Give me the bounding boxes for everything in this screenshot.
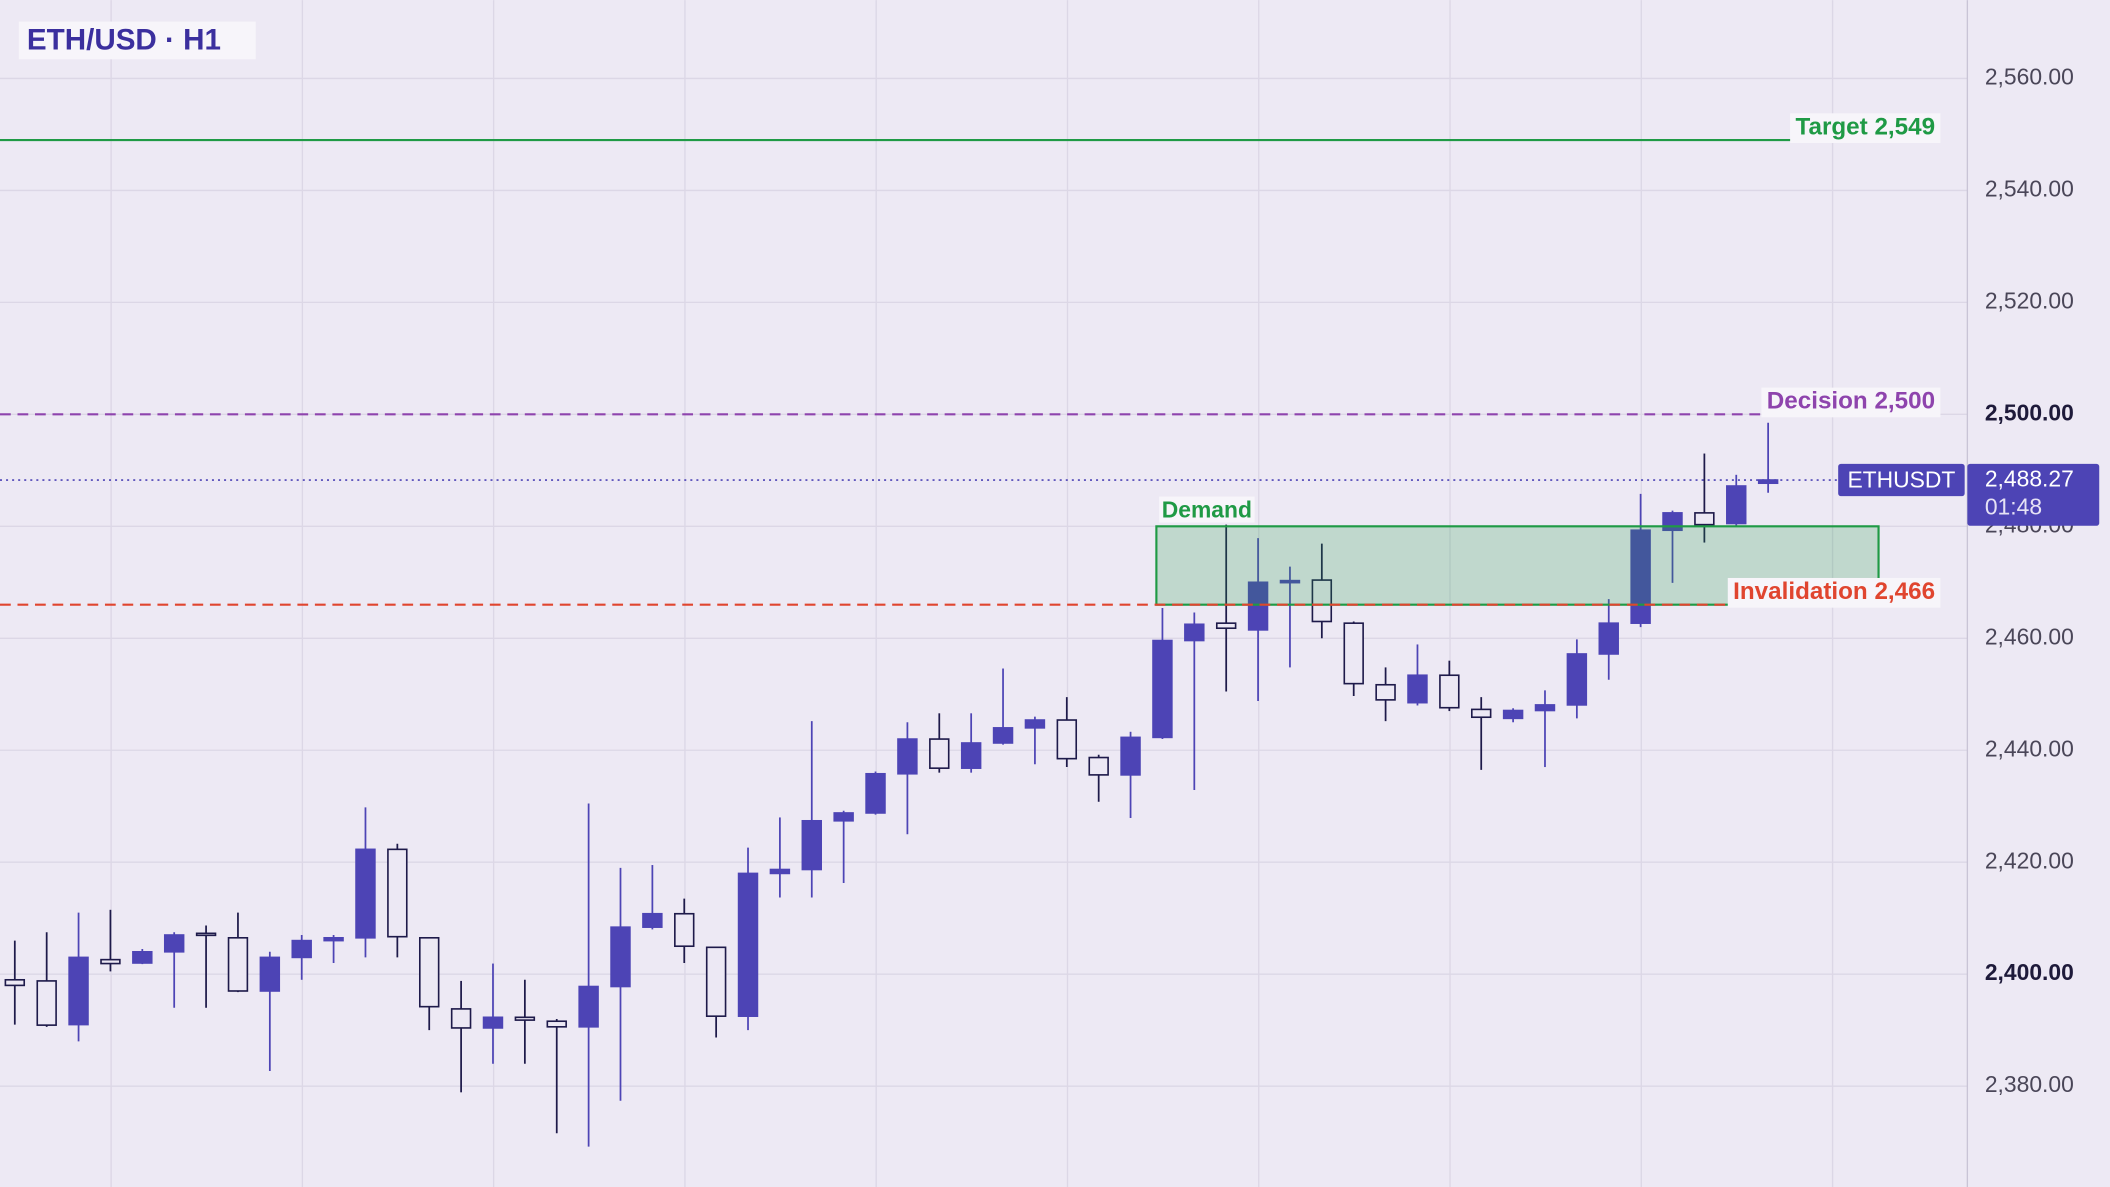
overlay: Demand Target 2,549 Decision 2,500 Invalida… (0, 113, 1965, 608)
candle-body (1279, 579, 1301, 584)
candle-body (769, 868, 791, 875)
candle-body (1343, 622, 1364, 685)
y-tick-label: 2,460.00 (1985, 623, 2074, 649)
candle-body (1120, 736, 1141, 776)
candle-body (992, 727, 1014, 744)
title-background (18, 21, 256, 60)
candle-body (132, 950, 153, 964)
candle-body (1215, 622, 1237, 630)
candle-body (1757, 479, 1779, 485)
y-tick-label: 2,420.00 (1985, 847, 2074, 873)
candle-body (1311, 579, 1333, 623)
price-label: 2,488.27 (1985, 466, 2074, 492)
y-tick-label: 2,540.00 (1985, 175, 2074, 201)
candle-body (1726, 485, 1747, 525)
level-label: Decision 2,500 (1767, 388, 1935, 415)
candle-body (418, 936, 440, 1008)
candle-body (929, 738, 950, 769)
candle-body (1247, 581, 1269, 631)
y-tick-label: 2,380.00 (1985, 1071, 2074, 1097)
candle-body (450, 1008, 472, 1029)
candle-body (1439, 674, 1460, 709)
candle-body (674, 912, 695, 948)
price-label-background (1967, 463, 2100, 526)
candle-body (1088, 756, 1109, 776)
candle-body (514, 1016, 536, 1021)
candle-body (100, 958, 121, 965)
chart-title: ETH/USD · H1 (27, 24, 221, 57)
candle-body (1566, 653, 1588, 706)
candle-body (387, 848, 408, 938)
candle-body (36, 980, 57, 1026)
candle-body (833, 812, 854, 822)
candle-body (1375, 683, 1396, 701)
candle-body (737, 872, 759, 1017)
candle-body (259, 956, 281, 992)
candle-body (291, 939, 312, 959)
y-tick-label: 2,400.00 (1985, 959, 2074, 985)
candle-body (960, 742, 982, 769)
candle-body (355, 848, 376, 939)
y-tick-label: 2,500.00 (1985, 399, 2074, 425)
candles (4, 422, 1779, 1147)
zone-label: Demand (1162, 497, 1252, 523)
candle-body (482, 1016, 504, 1029)
candle-body (163, 934, 185, 953)
price-name: ETHUSDT (1847, 466, 1955, 492)
candle-body (1407, 674, 1428, 704)
y-tick-label: 2,520.00 (1985, 287, 2074, 313)
candle-body (705, 946, 727, 1017)
candle-body (1630, 529, 1651, 624)
candle-body (195, 932, 217, 937)
candle-body (1598, 622, 1619, 655)
zone-label-background (1159, 496, 1255, 523)
price-axis: 2,380.00 2,400.00 2,420.00 2,440.00 2,460.00… (1967, 63, 2100, 1097)
y-tick-label: 2,560.00 (1985, 63, 2074, 89)
candle-body (1024, 719, 1046, 729)
candle-body (578, 985, 599, 1028)
candle-body (801, 819, 822, 871)
candle-body (546, 1020, 567, 1028)
level-label: Invalidation 2,466 (1733, 578, 1935, 605)
candle-body (1056, 719, 1078, 760)
candle-body (1694, 512, 1715, 526)
candle-body (1152, 639, 1173, 739)
candle-body (865, 772, 886, 814)
candle-body (1502, 709, 1524, 720)
candle-body (1184, 623, 1205, 642)
level-label-background (1761, 387, 1941, 418)
candle-body (642, 912, 663, 928)
candle-body (68, 956, 89, 1026)
candle-body (1470, 708, 1492, 719)
level-label-background (1790, 113, 1941, 143)
price-name-background (1838, 463, 1965, 497)
level-label-background (1727, 577, 1941, 608)
price-countdown: 01:48 (1985, 493, 2042, 519)
candle-body (1534, 704, 1556, 712)
candle-body (897, 738, 918, 775)
y-tick-label: 2,440.00 (1985, 735, 2074, 761)
candle-body (227, 936, 249, 992)
candle-body (323, 936, 344, 942)
candle-body (4, 978, 26, 987)
level-label: Target 2,549 (1796, 113, 1936, 140)
candle-body (610, 926, 631, 988)
